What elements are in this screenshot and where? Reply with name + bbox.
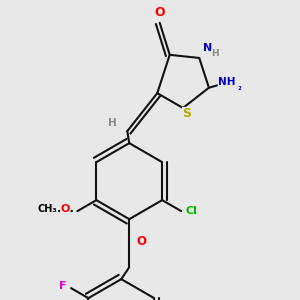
Text: O: O	[154, 6, 165, 19]
Text: N: N	[202, 43, 212, 53]
Text: NH: NH	[218, 77, 236, 87]
Text: CH₃: CH₃	[38, 204, 57, 214]
Text: Cl: Cl	[185, 206, 197, 216]
Text: ₂: ₂	[237, 83, 241, 92]
Text: F: F	[59, 281, 67, 291]
Text: O: O	[136, 235, 146, 248]
Text: H: H	[108, 118, 117, 128]
Text: H: H	[212, 50, 219, 58]
Text: S: S	[182, 107, 191, 121]
Text: O: O	[61, 204, 70, 214]
